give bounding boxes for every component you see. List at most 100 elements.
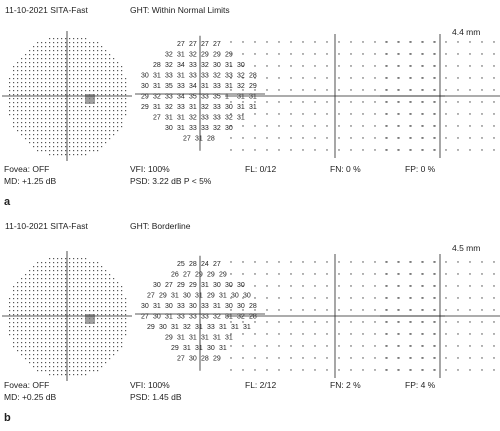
- grayscale-dot: [57, 66, 59, 68]
- deviation-dot: [266, 333, 268, 335]
- deviation-dot: [374, 273, 376, 275]
- grayscale-dot: [73, 346, 75, 348]
- grayscale-dot: [97, 142, 99, 144]
- grayscale-dot: [49, 74, 51, 76]
- grayscale-dot: [61, 294, 63, 296]
- deviation-dot: [421, 285, 423, 287]
- grayscale-dot: [29, 66, 31, 68]
- grayscale-dot: [69, 126, 71, 128]
- grayscale-dot: [29, 90, 31, 92]
- threshold-value: 31: [219, 345, 227, 352]
- grayscale-dot: [33, 102, 35, 104]
- grayscale-dot: [41, 298, 43, 300]
- grayscale-dot: [109, 326, 111, 328]
- grayscale-dot: [85, 138, 87, 140]
- grayscale-dot: [69, 286, 71, 288]
- deviation-dot: [242, 149, 244, 151]
- grayscale-dot: [61, 54, 63, 56]
- grayscale-dot: [29, 106, 31, 108]
- grayscale-dot: [97, 306, 99, 308]
- grayscale-dot: [117, 90, 119, 92]
- deviation-dot: [445, 101, 447, 103]
- threshold-value: 30: [141, 83, 149, 90]
- deviation-dot: [469, 113, 471, 115]
- grayscale-dot: [57, 102, 59, 104]
- deviation-dot: [433, 369, 435, 371]
- deviation-dot: [433, 125, 435, 127]
- deviation-dot: [338, 137, 340, 139]
- deviation-dot: [398, 137, 400, 139]
- grayscale-dot: [77, 130, 79, 132]
- deviation-dot: [385, 113, 387, 115]
- grayscale-dot: [45, 270, 47, 272]
- grayscale-dot: [9, 86, 11, 88]
- grayscale-dot: [113, 114, 115, 116]
- grayscale-dot: [81, 122, 83, 124]
- grayscale-dot: [61, 146, 63, 148]
- grayscale-dot: [29, 322, 31, 324]
- grayscale-dot: [113, 118, 115, 120]
- grayscale-dot: [29, 98, 31, 100]
- grayscale-dot: [45, 314, 47, 316]
- grayscale-dot: [33, 126, 35, 128]
- grayscale-dot: [101, 98, 103, 100]
- grayscale-dot: [33, 358, 35, 360]
- grayscale-dot: [69, 330, 71, 332]
- threshold-value: 32: [237, 313, 245, 320]
- threshold-value: 31: [177, 125, 185, 132]
- deviation-dot: [386, 89, 388, 91]
- grayscale-dot: [57, 354, 59, 356]
- grayscale-dot: [109, 314, 111, 316]
- grayscale-dot: [57, 134, 59, 136]
- grayscale-dot: [29, 78, 31, 80]
- threshold-value: 30: [165, 125, 173, 132]
- grayscale-dot: [117, 74, 119, 76]
- grayscale-dot: [57, 306, 59, 308]
- grayscale-dot: [97, 278, 99, 280]
- deviation-dot: [302, 333, 304, 335]
- grayscale-dot: [69, 90, 71, 92]
- deviation-dot: [398, 321, 400, 323]
- grayscale-dot: [73, 82, 75, 84]
- grayscale-dot: [49, 90, 51, 92]
- grayscale-dot: [73, 286, 75, 288]
- grayscale-dot: [93, 362, 95, 364]
- grayscale-dot: [93, 74, 95, 76]
- threshold-value: 31: [195, 292, 203, 299]
- grayscale-dot: [101, 282, 103, 284]
- grayscale-dot: [13, 102, 15, 104]
- deviation-dot: [457, 369, 459, 371]
- grayscale-dot: [101, 334, 103, 336]
- deviation-dot: [422, 53, 424, 55]
- grayscale-dot: [61, 50, 63, 52]
- grayscale-dot: [109, 82, 111, 84]
- grayscale-dot: [49, 82, 51, 84]
- grayscale-dot: [113, 82, 115, 84]
- grayscale-dot: [93, 142, 95, 144]
- grayscale-dot: [81, 74, 83, 76]
- deviation-dot: [314, 125, 316, 127]
- grayscale-dot: [17, 322, 19, 324]
- deviation-dot: [278, 369, 280, 371]
- threshold-value: 29: [159, 292, 167, 299]
- deviation-dot: [445, 309, 447, 311]
- grayscale-dot: [53, 294, 55, 296]
- deviation-dot: [457, 65, 459, 67]
- deviation-dot: [374, 333, 376, 335]
- deviation-dot: [254, 89, 256, 91]
- grayscale-dot: [65, 142, 67, 144]
- threshold-value: 27: [177, 41, 185, 48]
- deviation-dot: [410, 53, 412, 55]
- grayscale-dot: [101, 354, 103, 356]
- deviation-dot: [410, 297, 412, 299]
- deviation-dot: [409, 309, 411, 311]
- deviation-dot: [422, 357, 424, 359]
- deviation-dot: [398, 65, 400, 67]
- grayscale-dot: [9, 114, 11, 116]
- grayscale-dot: [121, 114, 123, 116]
- grayscale-dot: [89, 274, 91, 276]
- deviation-dot: [385, 53, 387, 55]
- deviation-dot: [469, 53, 471, 55]
- threshold-value: 30: [237, 303, 245, 310]
- grayscale-dot: [125, 298, 127, 300]
